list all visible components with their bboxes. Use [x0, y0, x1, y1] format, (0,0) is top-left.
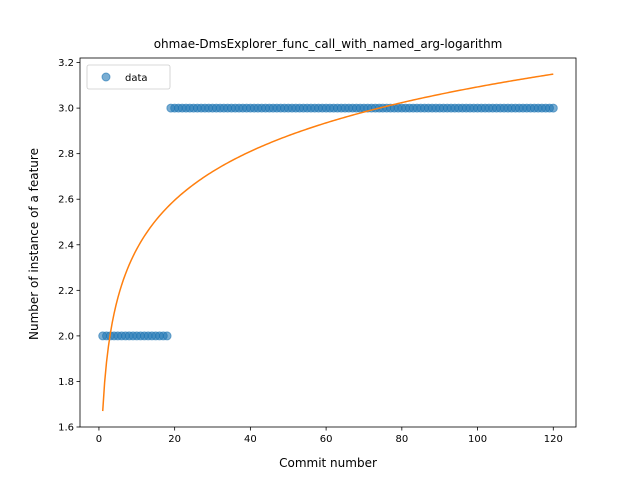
x-tick-label: 0: [96, 434, 102, 445]
x-tick-label: 100: [468, 434, 487, 445]
y-tick-label: 1.8: [58, 377, 74, 388]
x-axis-label: Commit number: [279, 456, 377, 470]
y-axis-label: Number of instance of a feature: [27, 148, 41, 340]
y-tick-label: 2.8: [58, 149, 74, 160]
y-tick-label: 3.2: [58, 58, 74, 69]
x-tick-label: 120: [544, 434, 563, 445]
data-point: [162, 331, 172, 341]
legend-marker: [101, 72, 111, 82]
axes-frame: [79, 57, 577, 428]
data-point: [548, 103, 558, 113]
legend-label: data: [125, 73, 148, 84]
plot-area: 0 20 40 60 80 100 120 1.6 1.8 2.0 2.2 2.4 2.6 2.8 3.0 3…: [58, 57, 577, 445]
y-tick-label: 2.2: [58, 286, 74, 297]
x-tick-label: 60: [320, 434, 333, 445]
y-tick-label: 2.6: [58, 195, 74, 206]
x-tick-label: 20: [168, 434, 181, 445]
y-tick-label: 2.4: [58, 240, 74, 251]
y-tick-label: 2.0: [58, 331, 74, 342]
chart-title: ohmae-DmsExplorer_func_call_with_named_a…: [154, 37, 503, 51]
y-tick-label: 3.0: [58, 104, 74, 115]
y-tick-label: 1.6: [58, 423, 74, 434]
legend-box: [86, 64, 171, 90]
x-tick-label: 40: [244, 434, 257, 445]
fit-line: [101, 73, 554, 412]
x-tick-label: 80: [395, 434, 408, 445]
